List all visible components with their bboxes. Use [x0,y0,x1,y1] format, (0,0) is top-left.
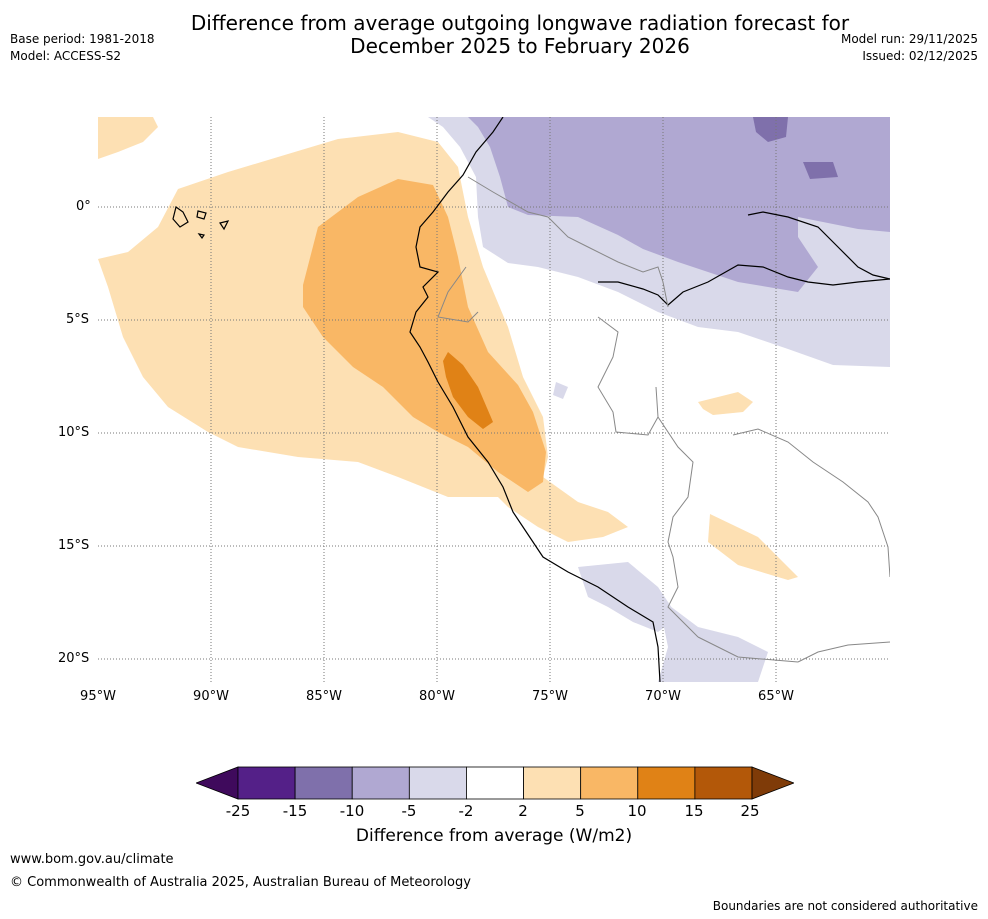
anomaly-purple-north [468,117,890,292]
lon-label-85w: 85°W [306,689,342,704]
anomaly-light-purple-south [578,562,678,632]
colorbar-arrow-high [751,766,794,800]
galapagos-islands [172,205,230,240]
meta-left: Base period: 1981-2018 Model: ACCESS-S2 [10,31,155,65]
coastline [409,117,661,682]
colorbar-segment [294,766,353,800]
amazon-river-upper [747,211,890,280]
footer-copyright: © Commonwealth of Australia 2025, Austra… [10,875,471,890]
issued-date: Issued: 02/12/2025 [862,49,978,63]
anomaly-purple-patch-1 [753,117,788,142]
model-run: Model run: 29/11/2025 [840,32,978,46]
anomaly-light-orange-east-1 [698,392,753,415]
colorbar-tick-label: -25 [225,802,251,820]
amazon-river [598,264,890,306]
colorbar-tick-label: -2 [458,802,474,820]
base-period: Base period: 1981-2018 [10,32,155,46]
lat-label-0: 0° [76,199,91,214]
lon-label-70w: 70°W [645,689,681,704]
lat-label-5s: 5°S [66,312,90,327]
colorbar-segment [580,766,639,800]
meta-right: Model run: 29/11/2025 Issued: 02/12/2025 [841,31,978,65]
colorbar-tick-label: -10 [339,802,365,820]
lat-label-10s: 10°S [58,425,90,440]
colorbar-segment [694,766,753,800]
colorbar-segment [523,766,582,800]
lon-label-95w: 95°W [80,689,116,704]
colorbar-tick-label: 2 [518,802,528,820]
lat-label-15s: 15°S [58,538,90,553]
lon-label-80w: 80°W [419,689,455,704]
footer-disclaimer: Boundaries are not considered authoritat… [712,899,978,913]
footer-url[interactable]: www.bom.gov.au/climate [10,852,174,867]
anomaly-purple-patch-2 [803,162,838,179]
colorbar-arrow-low [196,766,239,800]
colorbar-segment [466,766,524,800]
colorbar-tick-label: -15 [282,802,308,820]
colorbar [196,766,794,800]
lon-label-65w: 65°W [758,689,794,704]
lon-label-90w: 90°W [193,689,229,704]
forecast-map [98,117,890,682]
anomaly-light-orange-nw [98,117,158,159]
colorbar-tick-label: 5 [575,802,585,820]
colorbar-segment [408,766,467,800]
anomaly-light-purple-south-2 [658,597,768,682]
colorbar-segment [351,766,410,800]
model-name: Model: ACCESS-S2 [10,49,122,63]
lon-label-75w: 75°W [532,689,568,704]
colorbar-tick-label: 25 [740,802,760,820]
colorbar-title: Difference from average (W/m2) [355,826,633,846]
anomaly-light-purple-small [553,382,568,399]
anomaly-light-orange-east-2 [708,514,798,580]
chart-title: Difference from average outgoing longwav… [190,11,850,58]
colorbar-tick-label: -5 [401,802,417,820]
anomaly-dark-orange [443,352,493,429]
colorbar-tick-label: 15 [684,802,704,820]
colorbar-segment [637,766,696,800]
country-borders [437,176,890,663]
lat-label-20s: 20°S [58,651,90,666]
colorbar-tick-label: 10 [627,802,647,820]
colorbar-segment [237,766,296,800]
